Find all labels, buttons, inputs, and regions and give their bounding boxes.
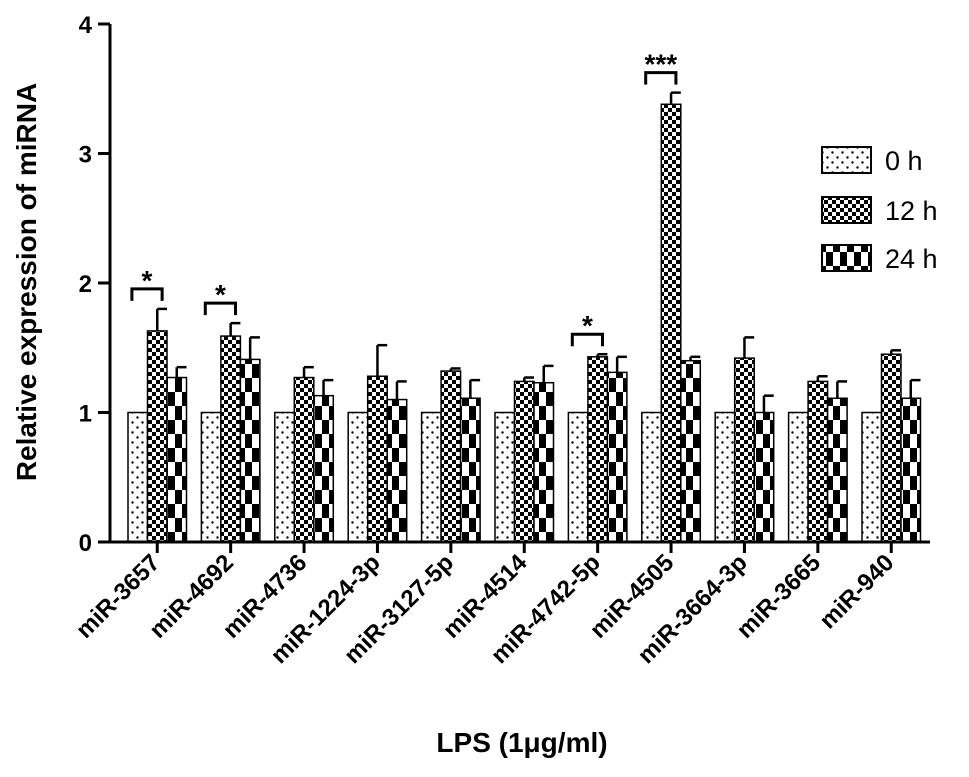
bar-miR-3127-5p-24h bbox=[459, 397, 481, 543]
bar-miR-3664-3p-12h bbox=[733, 357, 755, 543]
bar-miR-3127-5p-12h bbox=[440, 370, 462, 543]
significance-label: *** bbox=[644, 49, 677, 80]
legend: 0 h 12 h 24 h bbox=[821, 146, 938, 274]
bar-miR-3665-12h bbox=[807, 380, 829, 543]
significance-bracket bbox=[570, 332, 605, 347]
bar-miR-4742-5p-12h bbox=[587, 356, 609, 543]
bar-miR-4692-24h bbox=[239, 358, 261, 543]
bar-miR-1224-3p-24h bbox=[386, 398, 408, 543]
legend-swatch-24h bbox=[821, 244, 872, 272]
bar-miR-4514-0h bbox=[494, 411, 516, 543]
bar-miR-4692-12h bbox=[220, 335, 242, 543]
legend-label: 24 h bbox=[885, 244, 938, 274]
bar-miR-4742-5p-24h bbox=[606, 371, 628, 543]
x-axis-title: LPS (1μg/ml) bbox=[436, 727, 607, 758]
bar-miR-3665-0h bbox=[787, 411, 809, 543]
legend-label: 12 h bbox=[885, 196, 938, 226]
y-tick-label: 0 bbox=[79, 530, 92, 557]
bar-miR-4505-24h bbox=[680, 359, 702, 543]
y-axis: 0 1 2 3 4 bbox=[79, 12, 112, 557]
y-tick-label: 4 bbox=[79, 12, 93, 39]
significance-markers: * ***** bbox=[130, 49, 678, 347]
bar-miR-3665-24h bbox=[826, 397, 848, 543]
bar-miR-4514-12h bbox=[513, 380, 535, 543]
x-tick-label: miR-940 bbox=[814, 549, 899, 634]
legend-swatch-0h bbox=[821, 146, 872, 174]
y-tick-label: 3 bbox=[79, 142, 92, 169]
bar-miR-1224-3p-0h bbox=[347, 411, 369, 543]
y-axis-title: Relative expression of miRNA bbox=[11, 83, 42, 481]
bar-miR-940-24h bbox=[900, 397, 922, 543]
bar-miR-4505-0h bbox=[641, 411, 663, 543]
significance-bracket bbox=[203, 301, 238, 316]
legend-label: 0 h bbox=[885, 146, 923, 176]
x-axis: miR-3657miR-4692miR-4736miR-1224-3pmiR-3… bbox=[71, 540, 930, 669]
bars bbox=[127, 103, 922, 543]
error-bars bbox=[156, 91, 921, 413]
bar-miR-4742-5p-0h bbox=[567, 411, 589, 543]
bar-miR-940-12h bbox=[880, 353, 902, 543]
bar-miR-940-0h bbox=[861, 411, 883, 543]
bar-miR-3657-0h bbox=[127, 411, 149, 543]
significance-bracket bbox=[644, 71, 678, 85]
significance-label: * bbox=[582, 310, 593, 341]
bar-miR-3664-3p-0h bbox=[714, 411, 736, 543]
bar-miR-4692-0h bbox=[200, 411, 222, 543]
bar-miR-3664-3p-24h bbox=[753, 411, 775, 543]
bar-miR-4505-12h bbox=[660, 103, 682, 543]
bar-miR-4514-24h bbox=[533, 381, 555, 543]
significance-bracket bbox=[130, 287, 164, 301]
bar-miR-4736-0h bbox=[274, 411, 296, 543]
significance-label: * bbox=[215, 279, 226, 310]
y-tick-label: 2 bbox=[79, 271, 92, 298]
bar-miR-3657-12h bbox=[146, 330, 168, 543]
bar-miR-4736-12h bbox=[293, 376, 315, 543]
bar-miR-3657-24h bbox=[166, 376, 188, 543]
bar-miR-4736-24h bbox=[313, 394, 335, 543]
legend-swatch-12h bbox=[821, 196, 872, 224]
significance-label: * bbox=[142, 265, 153, 296]
bar-miR-1224-3p-12h bbox=[366, 375, 388, 543]
y-tick-label: 1 bbox=[79, 401, 92, 428]
bar-miR-3127-5p-0h bbox=[420, 411, 442, 543]
